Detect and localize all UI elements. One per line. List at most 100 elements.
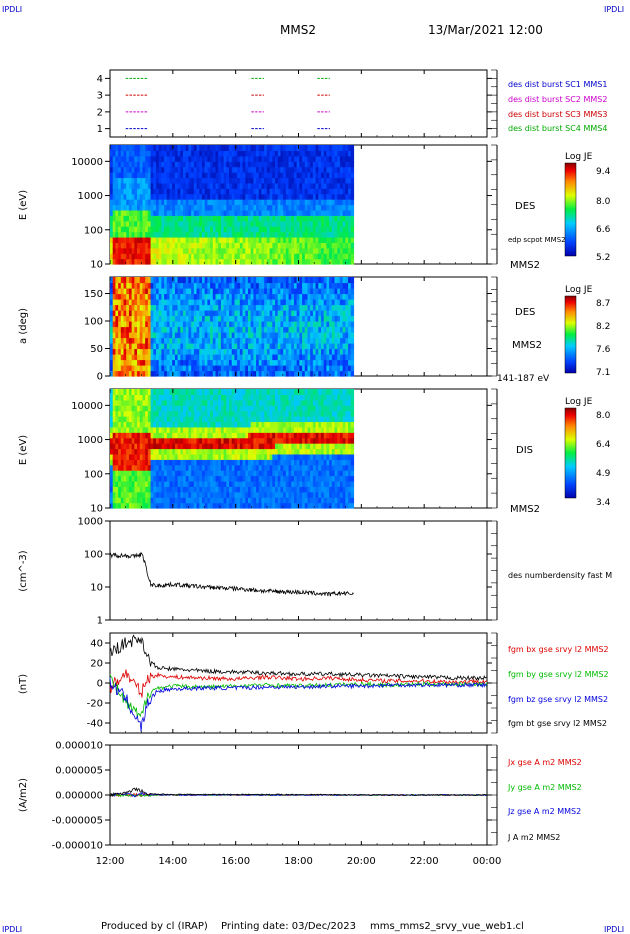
heatmap-cell [131,288,135,295]
heatmap-cell [145,310,149,317]
heatmap-cell [158,282,163,289]
heatmap-cell [312,315,317,322]
heatmap-cell [261,204,265,211]
heatmap-cell [174,359,179,366]
heatmap-cell [229,437,233,444]
heatmap-cell [261,337,265,344]
heatmap-cell [145,177,149,184]
heatmap-cell [147,215,152,222]
heatmap-cell [155,172,160,179]
heatmap-cell [245,253,249,260]
heatmap-cell [196,177,200,184]
heatmap-cell [272,188,276,195]
heatmap-cell [161,277,165,284]
heatmap-cell [172,326,176,333]
heatmap-cell [204,448,208,455]
heatmap-cell [275,348,279,355]
heatmap-cell [291,332,295,339]
heatmap-cell [256,293,260,300]
heatmap-cell [312,337,317,344]
heatmap-cell [153,475,157,482]
heatmap-cell [339,282,344,289]
heatmap-cell [245,389,249,396]
heatmap-cell [128,416,133,423]
heatmap-cell [123,199,127,206]
heatmap-cell [266,188,271,195]
heatmap-cell [318,365,322,372]
heatmap-cell [185,172,190,179]
heatmap-cell [218,204,222,211]
heatmap-cell [128,470,133,477]
heatmap-cell [210,486,214,493]
heatmap-cell [212,231,217,238]
heatmap-cell [312,242,317,249]
heatmap-cell [312,304,317,311]
heatmap-cell [239,359,244,366]
heatmap-cell [318,288,322,295]
heatmap-cell [334,204,338,211]
corner-label-top-left: IPDLI [2,5,22,14]
heatmap-cell [139,502,144,509]
heatmap-cell [174,497,179,504]
heatmap-cell [150,464,154,471]
heatmap-cell [180,502,184,509]
heatmap-cell [266,177,271,184]
heatmap-cell [231,332,236,339]
heatmap-cell [215,310,219,317]
heatmap-cell [266,161,271,168]
heatmap-cell [134,226,138,233]
heatmap-cell [183,304,187,311]
heatmap-cell [147,354,152,361]
heatmap-cell [226,150,230,157]
heatmap-cell [177,277,181,284]
heatmap-cell [118,253,122,260]
heatmap-cell [142,394,146,401]
heatmap-cell [242,253,246,260]
heatmap-cell [226,299,230,306]
heatmap-cell [302,247,306,254]
heatmap-cell [339,215,344,222]
heatmap-cell [331,258,336,265]
heatmap-cell [180,332,184,339]
heatmap-cell [247,293,252,300]
heatmap-cell [147,321,152,328]
heatmap-cell [161,410,165,417]
heatmap-cell [185,288,190,295]
heatmap-cell [234,236,238,243]
heatmap-cell [280,220,284,227]
heatmap-cell [150,231,154,238]
heatmap-cell [280,247,284,254]
heatmap-cell [212,177,217,184]
heatmap-cell [218,220,222,227]
des-pitch-colorbar-title: Log JE [565,285,593,295]
heatmap-cell [150,416,154,423]
heatmap-cell [166,258,171,265]
heatmap-cell [183,470,187,477]
heatmap-cell [291,150,295,157]
heatmap-cell [253,321,257,328]
heatmap-cell [245,204,249,211]
heatmap-cell [269,253,273,260]
heatmap-cell [191,389,195,396]
heatmap-cell [193,209,198,216]
heatmap-cell [155,166,160,173]
heatmap-cell [283,282,287,289]
heatmap-cell [193,293,198,300]
heatmap-cell [269,231,273,238]
heatmap-cell [220,421,225,428]
heatmap-cell [150,304,154,311]
heatmap-cell [229,480,233,487]
heatmap-cell [245,161,249,168]
heatmap-cell [288,182,292,189]
heatmap-cell [269,277,273,284]
heatmap-cell [118,321,122,328]
heatmap-cell [137,348,141,355]
heatmap-cell [164,394,168,401]
heatmap-cell [153,443,157,450]
heatmap-cell [331,182,336,189]
heatmap-cell [147,389,152,396]
heatmap-cell [296,343,300,350]
heatmap-cell [210,421,214,428]
heatmap-cell [147,242,152,249]
heatmap-cell [334,188,338,195]
